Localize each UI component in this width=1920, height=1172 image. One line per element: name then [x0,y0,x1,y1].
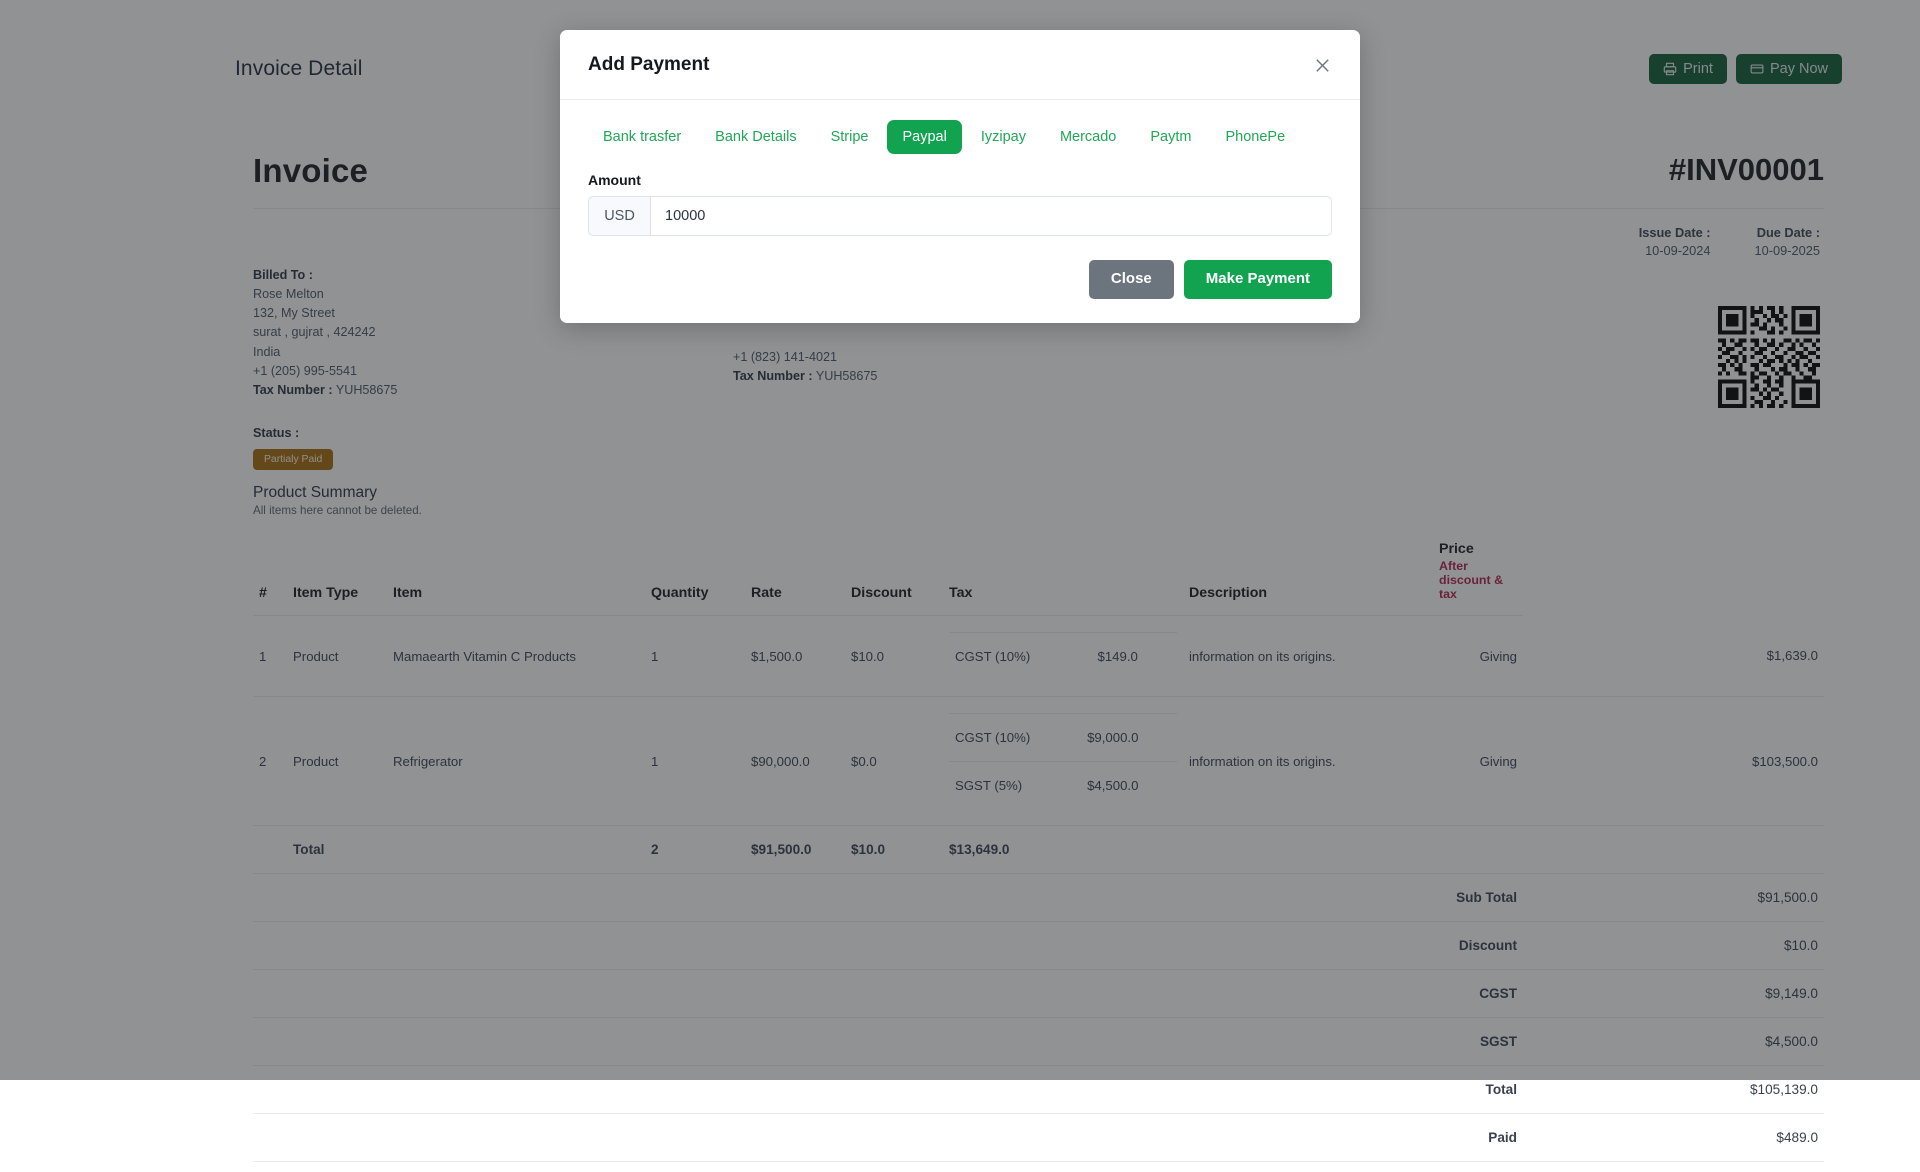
modal-body: Bank trasfer Bank Details Stripe Paypal … [560,100,1360,323]
payment-method-tabs: Bank trasfer Bank Details Stripe Paypal … [588,120,1332,154]
close-button[interactable]: Close [1089,260,1174,299]
summary-value: $489.0 [1523,1114,1824,1162]
modal-actions: Close Make Payment [588,260,1332,299]
summary-row: Paid $489.0 [253,1114,1824,1162]
add-payment-modal: Add Payment Bank trasfer Bank Details St… [560,30,1360,323]
currency-addon: USD [588,196,650,236]
tab-bank-transfer[interactable]: Bank trasfer [588,120,696,154]
tab-paypal[interactable]: Paypal [887,120,961,154]
make-payment-button[interactable]: Make Payment [1184,260,1332,299]
tab-phonepe[interactable]: PhonePe [1210,120,1300,154]
modal-title: Add Payment [588,54,709,76]
tab-mercado[interactable]: Mercado [1045,120,1131,154]
tab-iyzipay[interactable]: Iyzipay [966,120,1041,154]
modal-header: Add Payment [560,30,1360,100]
amount-label: Amount [588,172,1332,188]
amount-input-group: USD [588,196,1332,236]
cell-empty [253,1114,1183,1162]
close-icon[interactable] [1308,51,1336,79]
tab-stripe[interactable]: Stripe [816,120,884,154]
summary-label: Paid [1183,1114,1523,1162]
amount-input[interactable] [650,196,1332,236]
tab-bank-details[interactable]: Bank Details [700,120,811,154]
tab-paytm[interactable]: Paytm [1135,120,1206,154]
